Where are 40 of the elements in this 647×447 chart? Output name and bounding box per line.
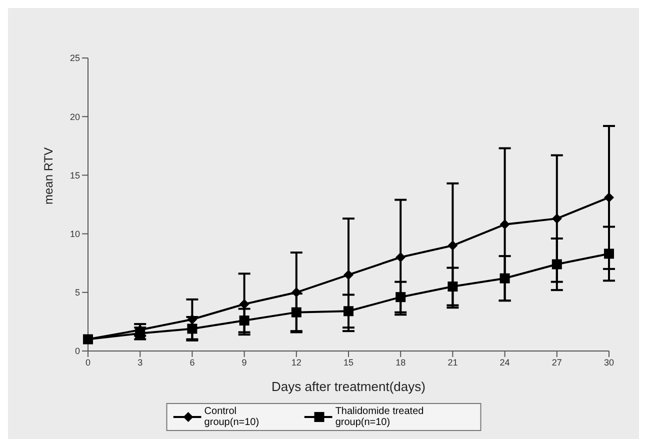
point	[396, 292, 406, 302]
x-tick-label: 21	[448, 357, 458, 368]
point	[552, 214, 562, 224]
point	[291, 307, 302, 318]
point	[500, 219, 510, 230]
point	[500, 273, 510, 284]
x-tick-label: 0	[85, 357, 91, 368]
point	[604, 192, 614, 202]
x-axis-title: Days after treatment(days)	[272, 379, 426, 394]
point	[604, 248, 614, 259]
y-tick-label: 5	[74, 288, 80, 298]
x-tick-label: 18	[396, 357, 406, 368]
x-tick-label: 30	[604, 357, 614, 368]
legend-label: Thalidomide treated group(n=10)	[335, 406, 425, 428]
y-tick-label: 20	[70, 112, 80, 122]
x-tick-label: 12	[291, 357, 302, 368]
legend-label: Control group(n=10)	[204, 406, 260, 428]
y-tick-label: 0	[74, 346, 80, 356]
point	[344, 270, 354, 280]
x-tick-label: 6	[190, 357, 195, 368]
point	[396, 252, 406, 262]
x-tick-label: 24	[500, 357, 510, 368]
y-tick-label: 10	[70, 228, 80, 239]
y-tick-label: 25	[70, 53, 80, 64]
y-axis-title: mean RTV	[41, 147, 56, 204]
x-tick-label: 9	[242, 357, 247, 368]
point	[291, 287, 302, 298]
point	[448, 240, 458, 251]
point	[448, 282, 458, 292]
point	[187, 314, 198, 324]
point	[239, 316, 250, 326]
x-tick-label: 3	[138, 357, 143, 368]
point	[552, 259, 562, 270]
point	[344, 306, 354, 316]
y-tick-label: 15	[70, 170, 80, 180]
x-tick-label: 15	[343, 357, 354, 368]
point	[187, 324, 198, 334]
point	[239, 299, 250, 310]
x-tick-label: 27	[552, 357, 562, 368]
point	[83, 334, 93, 344]
